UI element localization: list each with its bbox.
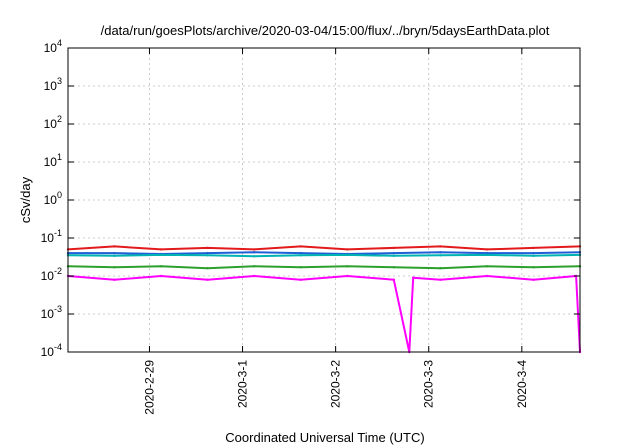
data-point xyxy=(392,251,395,255)
data-point xyxy=(392,246,395,250)
series-line xyxy=(67,245,581,251)
y-tick-label: 10-4 xyxy=(41,342,62,359)
y-tick-label: 102 xyxy=(44,114,62,131)
data-point xyxy=(346,248,349,251)
data-point xyxy=(113,254,116,257)
data-point xyxy=(346,274,349,278)
data-point xyxy=(439,251,442,254)
y-axis-label: cSv/day xyxy=(18,176,33,223)
series-line xyxy=(67,253,581,258)
data-point xyxy=(253,255,256,258)
data-point xyxy=(299,278,302,281)
data-point xyxy=(159,274,163,278)
data-point xyxy=(346,253,349,257)
data-point xyxy=(206,254,209,257)
y-tick-label: 10-1 xyxy=(41,228,62,245)
data-point xyxy=(253,274,256,278)
data-point xyxy=(532,266,535,269)
data-point xyxy=(253,265,256,268)
data-point xyxy=(253,248,256,251)
x-tick-label: 2020-3-2 xyxy=(329,360,343,408)
data-point xyxy=(113,278,116,281)
data-point xyxy=(439,245,442,248)
series-line xyxy=(67,265,581,270)
y-tick-label: 10-3 xyxy=(41,304,62,321)
data-point xyxy=(485,274,489,278)
data-point xyxy=(485,248,489,251)
x-tick-label: 2020-3-1 xyxy=(236,360,250,408)
data-point xyxy=(485,251,489,255)
chart-title: /data/run/goesPlots/archive/2020-03-04/1… xyxy=(101,23,550,38)
data-point xyxy=(206,251,209,255)
data-point xyxy=(412,276,415,279)
data-point xyxy=(299,266,302,269)
y-tick-label: 101 xyxy=(44,152,62,169)
data-point xyxy=(485,253,489,257)
y-tick-label: 103 xyxy=(44,76,62,93)
grid xyxy=(68,48,580,352)
data-point xyxy=(532,278,535,281)
plot-frame xyxy=(67,47,581,353)
data-point xyxy=(439,267,442,270)
x-tick-label: 2020-2-29 xyxy=(142,360,156,415)
x-tick-label: 2020-3-4 xyxy=(515,360,529,408)
series-group xyxy=(66,245,582,354)
data-point xyxy=(206,267,209,270)
y-tick-label: 10-2 xyxy=(41,266,62,283)
x-axis-label: Coordinated Universal Time (UTC) xyxy=(225,430,424,445)
y-tick-label: 100 xyxy=(44,190,62,207)
data-point xyxy=(299,254,302,257)
data-point xyxy=(253,251,256,254)
data-point xyxy=(392,266,395,269)
series-line xyxy=(68,251,581,255)
data-point xyxy=(299,245,302,248)
data-point xyxy=(439,278,442,281)
y-axis-ticks: 10-4 10-3 10-2 10-1 100 101 102 103 104 xyxy=(41,38,580,359)
data-point xyxy=(532,251,535,255)
data-point xyxy=(439,254,442,257)
x-tick-label: 2020-3-3 xyxy=(422,360,436,408)
data-point xyxy=(159,248,163,251)
data-point xyxy=(485,265,489,268)
data-point xyxy=(113,266,116,269)
data-point xyxy=(532,254,535,257)
data-point xyxy=(392,278,395,281)
y-tick-label: 104 xyxy=(44,38,62,55)
data-point xyxy=(346,265,349,268)
data-point xyxy=(392,254,395,257)
data-point xyxy=(299,251,302,255)
data-point xyxy=(206,278,209,281)
data-point xyxy=(532,246,535,250)
data-point xyxy=(159,265,163,268)
data-point xyxy=(113,251,116,255)
data-point xyxy=(113,245,116,248)
data-point xyxy=(206,246,209,250)
x-axis-ticks: 2020-2-29 2020-3-1 2020-3-2 2020-3-3 2020-3-… xyxy=(142,48,529,415)
data-point xyxy=(159,253,163,257)
